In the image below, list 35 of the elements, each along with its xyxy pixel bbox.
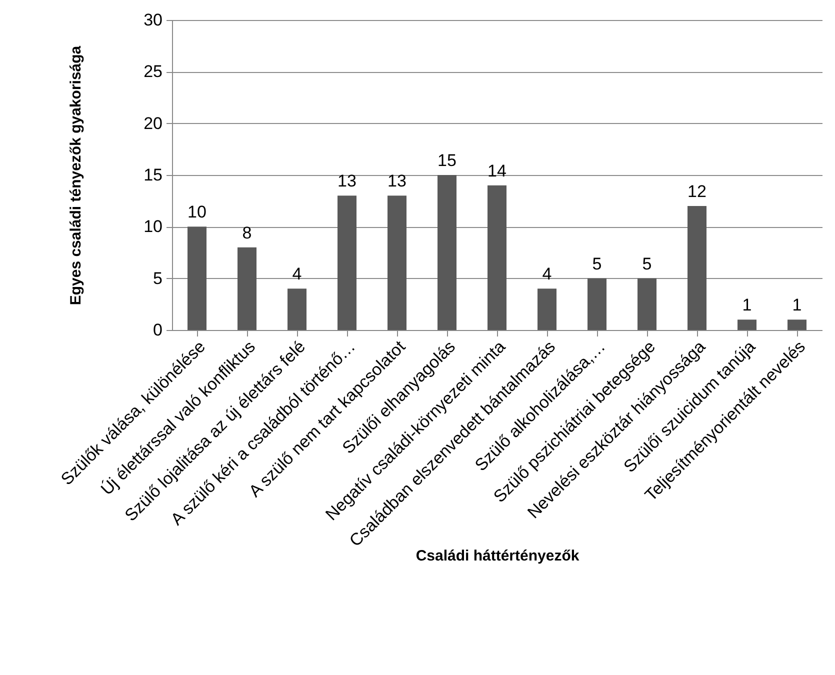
data-label: 13 <box>388 172 406 191</box>
bar <box>488 185 506 330</box>
data-label: 1 <box>792 296 802 315</box>
y-tick-label: 5 <box>153 268 162 288</box>
y-tick-label: 0 <box>153 320 162 340</box>
bar <box>738 320 756 330</box>
y-tick-label: 15 <box>144 166 162 184</box>
bar <box>438 175 456 330</box>
bar <box>288 288 306 330</box>
y-tick-label: 10 <box>144 217 162 236</box>
bar <box>388 196 406 330</box>
x-axis-title: Családi háttértényezők <box>416 548 580 564</box>
bar <box>588 278 606 330</box>
data-label: 4 <box>542 264 552 284</box>
y-axis-title: Egyes családi tényezők gyakorisága <box>68 45 85 306</box>
bar <box>788 320 806 330</box>
y-tick-label: 20 <box>144 114 162 133</box>
data-label: 14 <box>488 161 506 180</box>
bar <box>238 247 256 330</box>
data-label: 4 <box>292 264 302 284</box>
bar <box>188 226 206 330</box>
data-label: 1 <box>742 296 752 315</box>
bar <box>538 288 556 330</box>
bar <box>688 206 706 330</box>
data-label: 13 <box>338 172 356 191</box>
y-tick-label: 25 <box>144 62 162 82</box>
data-label: 5 <box>642 254 652 274</box>
data-label: 8 <box>242 223 252 242</box>
y-tick-label: 30 <box>144 10 162 30</box>
data-label: 5 <box>592 254 602 274</box>
bar <box>338 196 356 330</box>
data-label: 15 <box>438 151 456 170</box>
bar <box>638 278 656 330</box>
data-label: 12 <box>688 182 706 201</box>
data-label: 10 <box>188 202 206 222</box>
